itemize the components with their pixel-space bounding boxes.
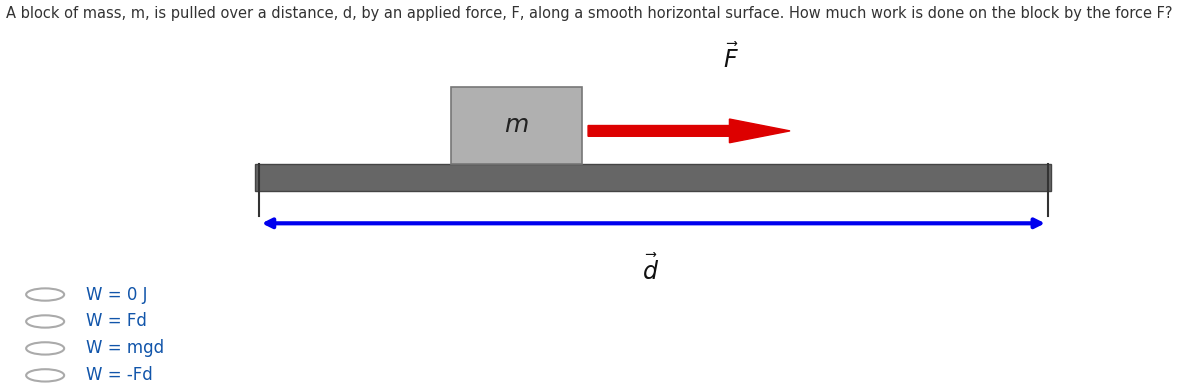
Bar: [451, 87, 582, 164]
Text: W = 0 J: W = 0 J: [86, 286, 147, 303]
Text: W = mgd: W = mgd: [86, 340, 164, 357]
Text: A block of mass, m, is pulled over a distance, d, by an applied force, F, along : A block of mass, m, is pulled over a dis…: [6, 6, 1173, 21]
FancyArrow shape: [588, 119, 790, 143]
Text: W = Fd: W = Fd: [86, 313, 146, 330]
Text: W = -Fd: W = -Fd: [86, 367, 152, 384]
Bar: [255, 164, 1051, 191]
Text: $\vec{d}$: $\vec{d}$: [643, 254, 659, 285]
Text: $\vec{F}$: $\vec{F}$: [722, 43, 739, 73]
Text: m: m: [505, 113, 529, 137]
